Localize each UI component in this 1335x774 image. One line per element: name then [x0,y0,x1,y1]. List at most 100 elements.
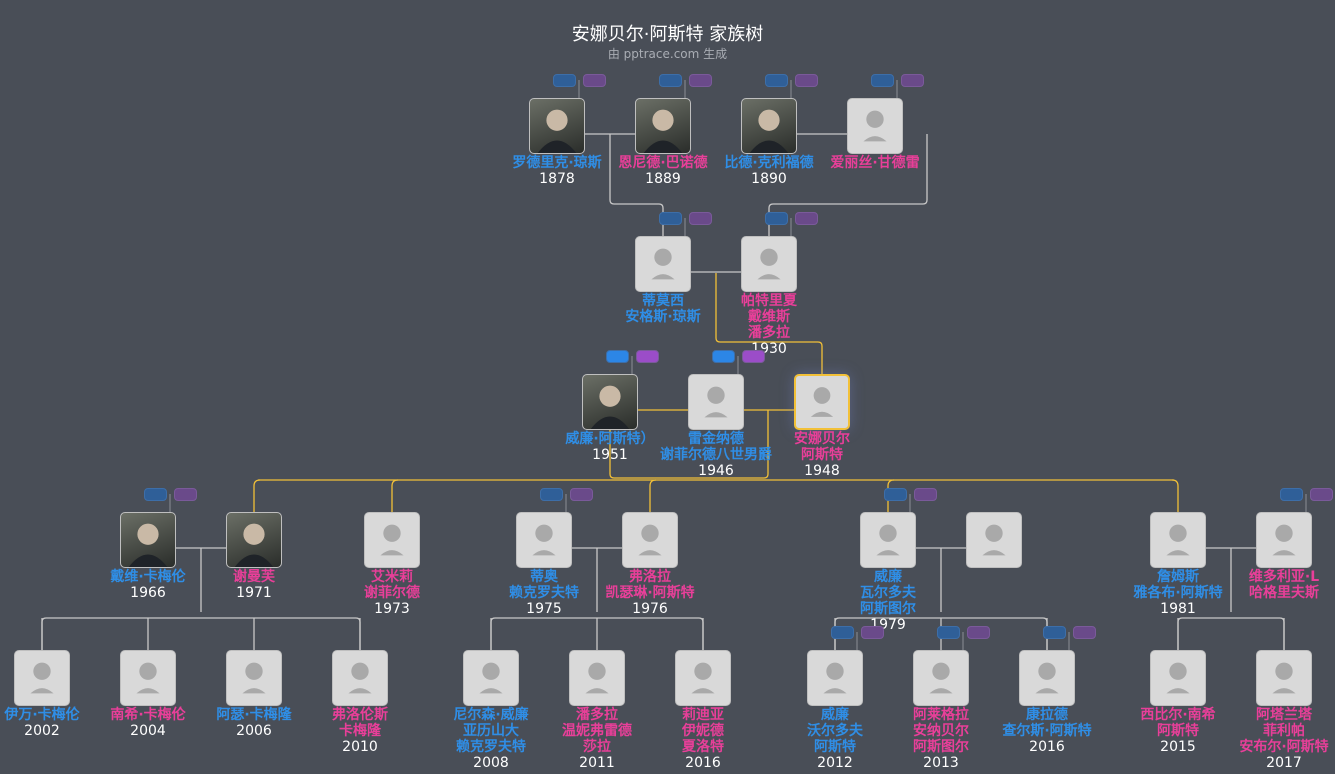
person-name[interactable]: 伊万·卡梅伦 [4,707,80,723]
show-father-button[interactable] [937,626,960,639]
show-mother-button[interactable] [861,626,884,639]
person-card[interactable] [516,512,572,568]
person-card[interactable] [622,512,678,568]
person-name[interactable]: 威廉 [874,569,902,585]
show-mother-button[interactable] [967,626,990,639]
person-name[interactable]: 谢曼芙 [233,569,275,585]
show-father-button[interactable] [606,350,629,363]
person-card[interactable] [463,650,519,706]
person-name[interactable]: 阿瑟·卡梅隆 [216,707,292,723]
show-mother-button[interactable] [795,212,818,225]
show-mother-button[interactable] [636,350,659,363]
person-card[interactable] [569,650,625,706]
person-card[interactable] [582,374,638,430]
person-card[interactable] [860,512,916,568]
show-father-button[interactable] [831,626,854,639]
person-name[interactable]: 伊妮德 [682,723,724,739]
person-card[interactable] [226,650,282,706]
show-father-button[interactable] [553,74,576,87]
person-card[interactable] [966,512,1022,568]
person-name[interactable]: 莉迪亚 [682,707,724,723]
person-name[interactable]: 阿斯特 [1157,723,1199,739]
person-card[interactable] [364,512,420,568]
person-name[interactable]: 阿塔兰塔 [1256,707,1312,723]
show-father-button[interactable] [871,74,894,87]
person-name[interactable]: 安娜贝尔 [794,431,850,447]
person-name[interactable]: 阿斯特 [814,739,856,755]
show-mother-button[interactable] [583,74,606,87]
person-name[interactable]: 夏洛特 [682,739,724,755]
person-name[interactable]: 谢菲尔德 [364,585,420,601]
person-card[interactable] [1150,650,1206,706]
person-card[interactable] [675,650,731,706]
person-name[interactable]: 安格斯·琼斯 [625,309,701,325]
person-name[interactable]: 潘多拉 [576,707,618,723]
show-father-button[interactable] [1043,626,1066,639]
show-father-button[interactable] [765,74,788,87]
person-card[interactable] [913,650,969,706]
person-card[interactable] [332,650,388,706]
show-mother-button[interactable] [1073,626,1096,639]
show-mother-button[interactable] [742,350,765,363]
show-mother-button[interactable] [174,488,197,501]
person-name[interactable]: 阿斯特 [801,447,843,463]
show-mother-button[interactable] [795,74,818,87]
person-card[interactable] [635,236,691,292]
show-father-button[interactable] [659,74,682,87]
show-mother-button[interactable] [914,488,937,501]
person-name[interactable]: 阿斯图尔 [860,601,916,617]
person-name[interactable]: 南希·卡梅伦 [110,707,186,723]
person-name[interactable]: 凯瑟琳·阿斯特 [605,585,695,601]
person-card[interactable] [807,650,863,706]
person-name[interactable]: 恩尼德·巴诺德 [618,155,708,171]
person-card[interactable] [741,236,797,292]
person-name[interactable]: 瓦尔多夫 [860,585,916,601]
person-card[interactable] [14,650,70,706]
person-name[interactable]: 戴维斯 [748,309,790,325]
person-name[interactable]: 阿莱格拉 [913,707,969,723]
person-name[interactable]: 蒂莫西 [642,293,684,309]
person-name[interactable]: 雅各布·阿斯特 [1133,585,1223,601]
person-name[interactable]: 亚历山大 [463,723,519,739]
person-name[interactable]: 帕特里夏 [741,293,797,309]
person-name[interactable]: 谢菲尔德八世男爵 [660,447,772,463]
person-name[interactable]: 菲利帕 [1263,723,1305,739]
show-father-button[interactable] [1280,488,1303,501]
person-name[interactable]: 威廉·阿斯特） [565,431,655,447]
person-card[interactable] [847,98,903,154]
person-card[interactable] [741,98,797,154]
show-father-button[interactable] [765,212,788,225]
person-name[interactable]: 比德·克利福德 [724,155,814,171]
person-name[interactable]: 查尔斯·阿斯特 [1002,723,1092,739]
person-name[interactable]: 艾米莉 [371,569,413,585]
person-name[interactable]: 潘多拉 [748,325,790,341]
person-name[interactable]: 弗洛伦斯 [332,707,388,723]
person-name[interactable]: 蒂奥 [530,569,558,585]
person-card[interactable] [794,374,850,430]
show-father-button[interactable] [144,488,167,501]
show-mother-button[interactable] [689,212,712,225]
person-card[interactable] [1256,650,1312,706]
person-name[interactable]: 詹姆斯 [1157,569,1199,585]
person-card[interactable] [1019,650,1075,706]
show-mother-button[interactable] [901,74,924,87]
person-name[interactable]: 威廉 [821,707,849,723]
show-mother-button[interactable] [689,74,712,87]
person-name[interactable]: 西比尔·南希 [1140,707,1216,723]
show-father-button[interactable] [659,212,682,225]
show-father-button[interactable] [712,350,735,363]
person-name[interactable]: 赖克罗夫特 [456,739,526,755]
person-name[interactable]: 赖克罗夫特 [509,585,579,601]
person-card[interactable] [120,650,176,706]
person-card[interactable] [529,98,585,154]
person-name[interactable]: 康拉德 [1026,707,1068,723]
person-name[interactable]: 哈格里夫斯 [1249,585,1319,601]
person-name[interactable]: 温妮弗雷德 [562,723,632,739]
show-father-button[interactable] [540,488,563,501]
person-name[interactable]: 卡梅隆 [339,723,381,739]
person-name[interactable]: 雷金纳德 [688,431,744,447]
person-name[interactable]: 安纳贝尔 [913,723,969,739]
person-name[interactable]: 戴维·卡梅伦 [110,569,186,585]
person-card[interactable] [688,374,744,430]
person-card[interactable] [635,98,691,154]
